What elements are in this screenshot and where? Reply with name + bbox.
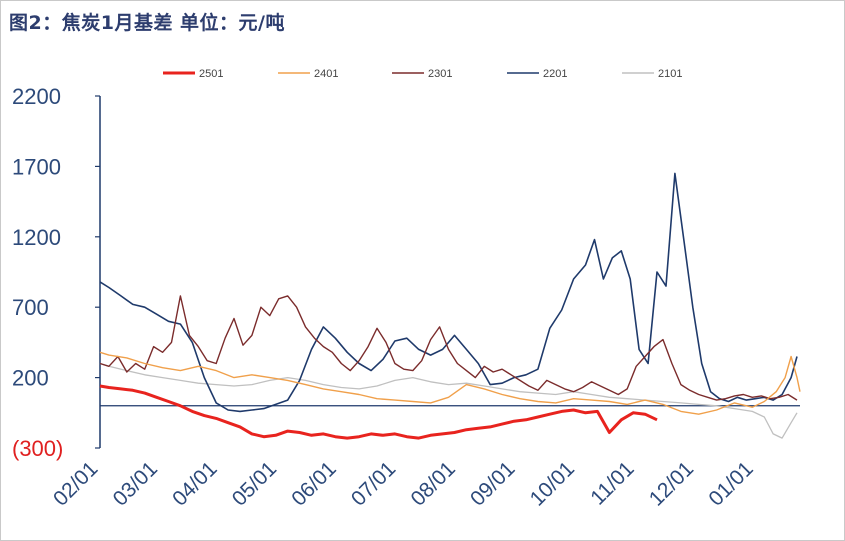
y-tick-label: (300) (12, 436, 63, 461)
y-tick-label: 700 (12, 295, 49, 320)
y-tick-label: 1700 (12, 154, 61, 179)
legend-label-2201: 2201 (543, 68, 567, 80)
x-tick-label: 09/01 (466, 457, 519, 510)
x-tick-label: 05/01 (228, 457, 281, 510)
series-line-2501 (99, 384, 658, 440)
x-tick-label: 12/01 (645, 457, 698, 510)
series-line-2201 (99, 172, 798, 413)
chart-title: 图2：焦炭1月基差 单位：元/吨 (9, 12, 285, 34)
x-tick-label: 03/01 (109, 457, 162, 510)
x-axis: 02/01 03/01 04/01 05/01 06/01 07/01 08/01 09/01… (49, 405, 800, 511)
x-tick-label: 10/01 (526, 457, 579, 510)
series-line-2101 (99, 362, 798, 439)
x-tick-label: 06/01 (287, 457, 340, 510)
legend-label-2501: 2501 (199, 68, 223, 80)
x-tick-label: 01/01 (704, 457, 757, 510)
y-tick-label: 200 (12, 366, 49, 391)
x-tick-label: 04/01 (168, 457, 221, 510)
legend: 2501 2401 2301 2201 2101 (163, 68, 682, 80)
legend-label-2401: 2401 (314, 68, 338, 80)
x-tick-label: 08/01 (406, 457, 459, 510)
series-line-2301 (99, 295, 798, 401)
series-lines (99, 172, 801, 440)
x-tick-label: 02/01 (49, 457, 102, 510)
x-tick-label: 11/01 (586, 457, 638, 509)
legend-label-2301: 2301 (428, 68, 452, 80)
legend-label-2101: 2101 (658, 68, 682, 80)
y-tick-label: 1200 (12, 225, 61, 250)
y-tick-label: 2200 (12, 84, 61, 109)
x-tick-label: 07/01 (347, 457, 400, 510)
series-line-2401 (99, 351, 801, 415)
y-axis: 2200 1700 1200 700 200 (300) (12, 84, 101, 461)
